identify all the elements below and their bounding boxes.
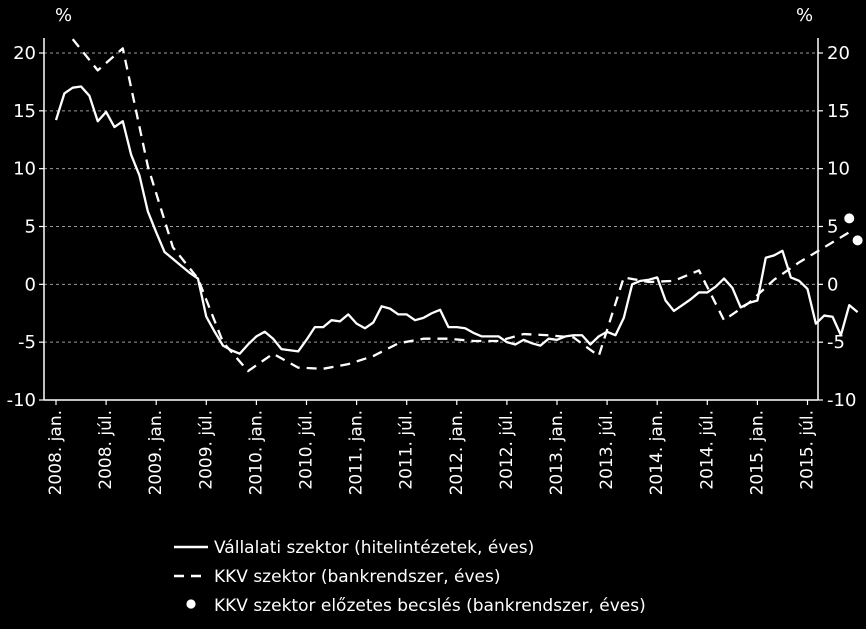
y-tick-label-left: 15 — [13, 101, 36, 122]
legend-label-kkv-estimate: KKV szektor előzetes becslés (bankrendsz… — [214, 596, 646, 616]
legend-label-kkv: KKV szektor (bankrendszer, éves) — [214, 567, 500, 587]
y-tick-label-left: -10 — [7, 390, 36, 411]
y-tick-label-left: 10 — [13, 159, 36, 180]
x-tick-label: 2015. júl. — [798, 410, 818, 490]
x-tick-label: 2013. júl. — [597, 410, 617, 490]
right-unit-label: % — [796, 5, 813, 26]
series-line-kkv — [71, 38, 850, 373]
y-tick-label-left: 0 — [25, 274, 36, 295]
x-tick-label: 2011. júl. — [397, 410, 417, 490]
right-y-axis-ticks: -10 -5 0 5 10 15 20 — [818, 43, 856, 411]
x-tick-label: 2008. júl. — [96, 410, 116, 490]
legend-label-vallalati: Vállalati szektor (hitelintézetek, éves) — [214, 538, 534, 558]
y-tick-label-right: 5 — [827, 217, 838, 238]
axes — [43, 38, 819, 401]
x-tick-label: 2013. jan. — [547, 410, 567, 495]
y-tick-label-right: 15 — [827, 101, 850, 122]
x-tick-label: 2009. júl. — [196, 410, 216, 490]
x-tick-label: 2012. jan. — [447, 410, 467, 495]
x-axis-ticks: 2008. jan. 2008. júl. 2009. jan. 2009. júl.… — [46, 400, 818, 495]
x-tick-label: 2014. júl. — [697, 410, 717, 490]
x-tick-label: 2011. jan. — [347, 410, 367, 495]
estimate-marker — [844, 213, 855, 224]
x-tick-label: 2014. jan. — [647, 410, 667, 495]
data-series — [54, 38, 863, 373]
legend-swatch-marker — [186, 599, 196, 609]
y-tick-label-right: 10 — [827, 159, 850, 180]
left-unit-label: % — [55, 5, 72, 26]
x-tick-label: 2010. júl. — [297, 410, 317, 490]
y-tick-label-right: -10 — [827, 390, 856, 411]
left-y-axis-ticks: -10 -5 0 5 10 15 20 — [7, 43, 44, 411]
grid-lines — [44, 52, 818, 343]
x-tick-label: 2010. jan. — [246, 410, 266, 495]
x-tick-label: 2012. júl. — [497, 410, 517, 490]
x-tick-label: 2015. jan. — [747, 410, 767, 495]
y-tick-label-left: 5 — [25, 217, 36, 238]
series-line-vallalati — [54, 85, 859, 355]
y-tick-label-right: 0 — [827, 274, 838, 295]
legend: Vállalati szektor (hitelintézetek, éves)… — [174, 538, 646, 616]
estimate-marker — [852, 235, 863, 246]
y-tick-label-right: 20 — [827, 43, 850, 64]
y-tick-label-left: -5 — [18, 332, 36, 353]
x-tick-label: 2008. jan. — [46, 410, 66, 495]
y-tick-label-right: -5 — [827, 332, 845, 353]
y-tick-label-left: 20 — [13, 43, 36, 64]
x-tick-label: 2009. jan. — [146, 410, 166, 495]
